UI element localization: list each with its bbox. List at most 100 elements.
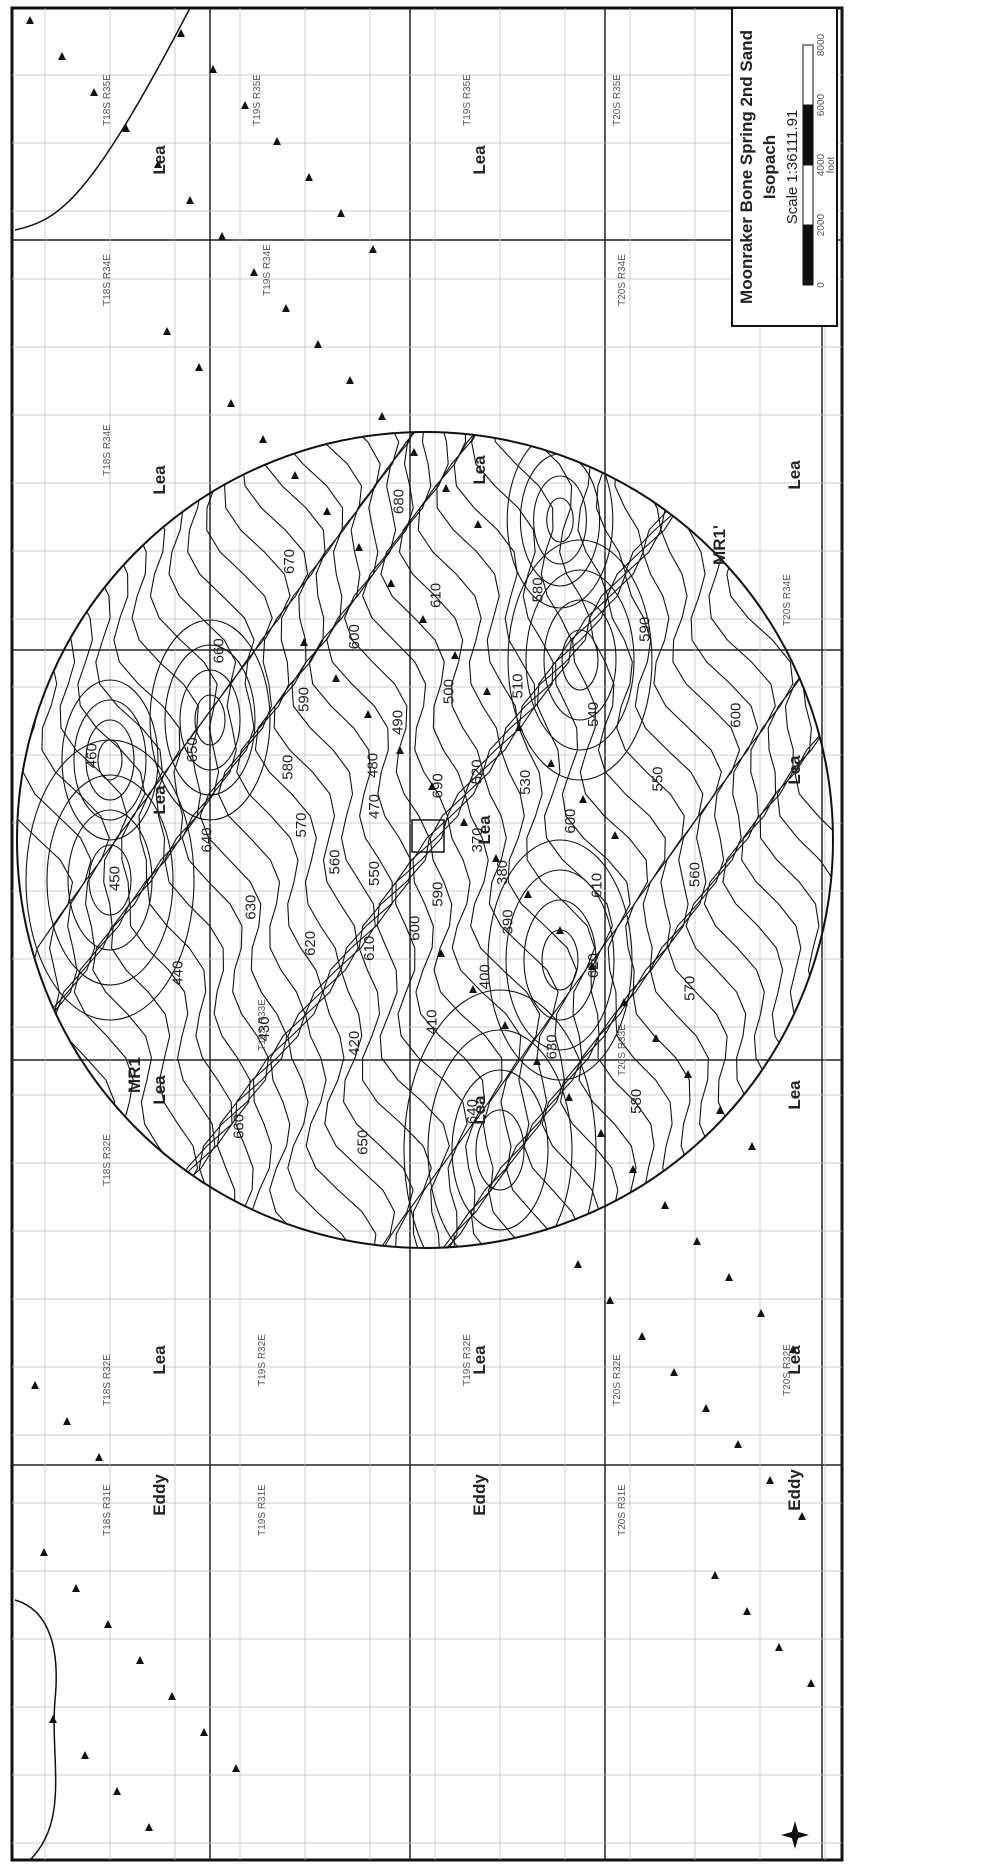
contour-label: 670 xyxy=(281,549,298,574)
well xyxy=(209,65,217,73)
contour-closed xyxy=(73,699,147,821)
well xyxy=(588,962,596,970)
well xyxy=(364,710,372,718)
contour-label: 550 xyxy=(366,861,383,886)
well xyxy=(807,1679,815,1687)
contour-label: 410 xyxy=(424,1009,441,1034)
contour-line xyxy=(578,432,668,1248)
county-label: Lea xyxy=(150,465,169,495)
township-label: T18S R31E xyxy=(102,1484,113,1536)
contour-closed xyxy=(85,719,135,801)
county-label: Lea xyxy=(150,1075,169,1105)
well xyxy=(200,1728,208,1736)
legend-subtitle: Isopach xyxy=(760,135,779,199)
well xyxy=(437,949,445,957)
well xyxy=(305,173,313,181)
well xyxy=(670,1368,678,1376)
well xyxy=(556,926,564,934)
contour-label: 440 xyxy=(170,961,187,986)
contour-label: 620 xyxy=(585,953,602,978)
well xyxy=(396,746,404,754)
scale-bar xyxy=(802,164,814,226)
township-label: T18S R32E xyxy=(102,1134,113,1186)
contour-label: 580 xyxy=(628,1089,645,1114)
well xyxy=(711,1571,719,1579)
contour-label: 390 xyxy=(499,909,516,934)
township-label: T20S R35E xyxy=(612,74,623,126)
well xyxy=(300,638,308,646)
well xyxy=(743,1607,751,1615)
contour-label: 500 xyxy=(440,679,457,704)
well xyxy=(451,651,459,659)
well xyxy=(419,615,427,623)
boundary xyxy=(14,7,191,231)
contour-label: 640 xyxy=(198,827,215,852)
contour-label: 550 xyxy=(649,766,666,791)
well xyxy=(323,507,331,515)
contour-closed xyxy=(427,1029,573,1248)
township-label: T20S R32E xyxy=(782,1344,793,1396)
well xyxy=(291,471,299,479)
well xyxy=(369,245,377,253)
county-label: Lea xyxy=(150,145,169,175)
contour-label: 660 xyxy=(211,638,228,663)
county-label: Lea xyxy=(785,1080,804,1110)
well xyxy=(611,831,619,839)
well xyxy=(533,1057,541,1065)
contour-label: 630 xyxy=(543,1034,560,1059)
well xyxy=(346,376,354,384)
township-label: T19S R33E xyxy=(257,999,268,1051)
contour-line xyxy=(470,432,559,1248)
well xyxy=(387,579,395,587)
well xyxy=(40,1548,48,1556)
contour-label: 420 xyxy=(346,1031,363,1056)
scale-tick: 4000 xyxy=(816,153,827,176)
contour-label: 470 xyxy=(366,794,383,819)
contour-line xyxy=(273,432,363,1248)
contour-closed xyxy=(523,899,597,1021)
contour-line xyxy=(129,432,218,1248)
contour-label: 650 xyxy=(354,1130,371,1155)
contour-label: 450 xyxy=(107,866,124,891)
well xyxy=(63,1417,71,1425)
contour-closed xyxy=(61,679,159,841)
contour-line xyxy=(380,432,468,1248)
township-label: T19S R31E xyxy=(257,1484,268,1536)
well xyxy=(195,363,203,371)
well xyxy=(515,723,523,731)
county-label: Lea xyxy=(470,145,489,175)
contour-label: 480 xyxy=(365,753,382,778)
county-label: Eddy xyxy=(785,1469,804,1511)
well xyxy=(72,1584,80,1592)
contour-line xyxy=(398,432,486,1248)
contour-label: 370 xyxy=(469,827,486,852)
contour-line xyxy=(110,432,199,1248)
contour-label: 630 xyxy=(242,895,259,920)
contour-label: 460 xyxy=(84,743,101,768)
contour-label: 380 xyxy=(494,860,511,885)
county-label: Eddy xyxy=(470,1474,489,1516)
contour-label: 520 xyxy=(468,759,485,784)
well xyxy=(26,16,34,24)
contour-closed xyxy=(67,809,153,951)
scale-bar xyxy=(802,44,814,106)
well xyxy=(49,1715,57,1723)
contour-line xyxy=(505,432,596,1248)
well xyxy=(766,1476,774,1484)
contour-label: 560 xyxy=(326,849,343,874)
contour-label: 600 xyxy=(346,624,363,649)
county-label: Eddy xyxy=(150,1474,169,1516)
township-label: T20S R31E xyxy=(617,1484,628,1536)
contour-label: 660 xyxy=(230,1114,247,1139)
well xyxy=(734,1440,742,1448)
well xyxy=(661,1201,669,1209)
well xyxy=(355,543,363,551)
contour-label: 610 xyxy=(361,936,378,961)
contour-label: 590 xyxy=(430,882,447,907)
township-label: T20S R33E xyxy=(617,1024,628,1076)
county-label: Lea xyxy=(470,455,489,485)
contour-label: 560 xyxy=(686,862,703,887)
contour-closed xyxy=(561,629,599,691)
county-label: Lea xyxy=(785,460,804,490)
